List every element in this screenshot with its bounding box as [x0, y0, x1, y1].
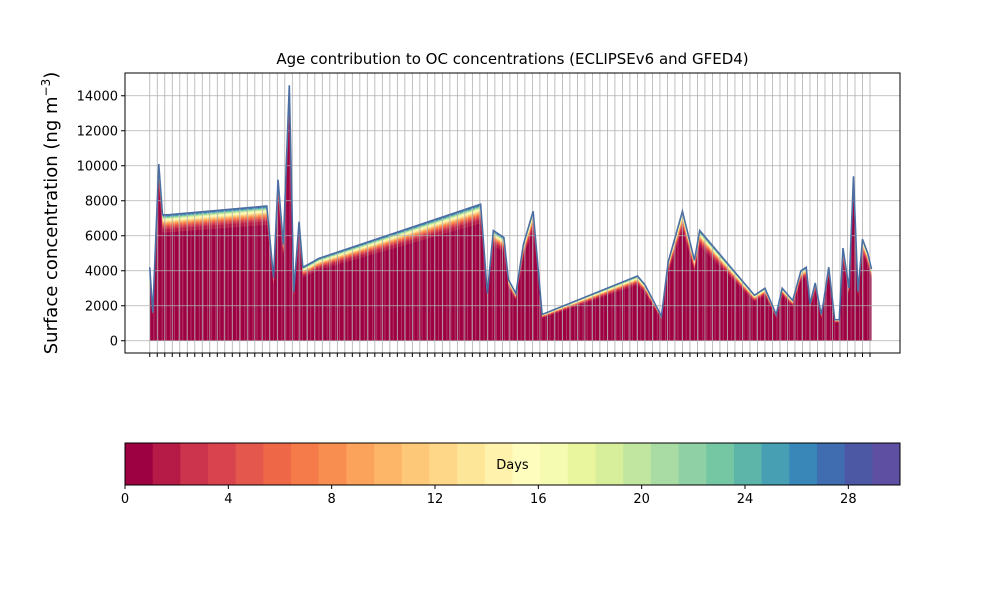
colorbar-swatch: [125, 443, 154, 485]
y-tick-label: 14000: [77, 89, 118, 104]
y-tick-label: 4000: [85, 264, 118, 279]
colorbar-swatch: [457, 443, 486, 485]
colorbar-tick-label: 16: [530, 492, 547, 507]
time-stripes: [149, 73, 869, 341]
colorbar-swatch: [595, 443, 624, 485]
y-tick-label: 0: [110, 334, 118, 349]
colorbar-tick-label: 28: [840, 492, 857, 507]
total-outline: [148, 85, 873, 321]
colorbar-tick-label: 0: [121, 492, 129, 507]
colorbar-tick-label: 12: [427, 492, 444, 507]
y-axis-ticks: 0 2000 4000 6000 8000 10000 12000 14000: [77, 89, 125, 349]
colorbar-swatch: [208, 443, 237, 485]
colorbar-tick-label: 24: [737, 492, 754, 507]
colorbar-swatch: [318, 443, 347, 485]
colorbar: 0 4 8 12 16 20 24 28: [121, 442, 901, 507]
colorbar-swatch: [374, 443, 403, 485]
colorbar-swatch: [512, 443, 541, 485]
colorbar-swatch: [346, 443, 375, 485]
age-layer-0: [149, 121, 872, 341]
y-axis-label-sup: −3: [39, 79, 53, 97]
colorbar-swatch: [152, 443, 181, 485]
y-tick-label: 12000: [77, 124, 118, 139]
colorbar-tick-label: 20: [633, 492, 650, 507]
colorbar-swatch: [180, 443, 209, 485]
y-tick-label: 6000: [85, 229, 118, 244]
colorbar-swatch: [761, 443, 790, 485]
colorbar-swatch: [235, 443, 264, 485]
area-layers: [149, 85, 872, 341]
colorbar-swatch: [623, 443, 652, 485]
total-line: [148, 85, 873, 321]
colorbar-swatch: [540, 443, 569, 485]
colorbar-swatch: [733, 443, 763, 485]
colorbar-swatch: [678, 443, 707, 485]
colorbar-swatch: [816, 443, 846, 485]
y-tick-label: 2000: [85, 299, 118, 314]
colorbar-swatch: [263, 443, 292, 485]
y-tick-label: 8000: [85, 194, 118, 209]
colorbar-swatch: [484, 443, 513, 485]
y-axis-label-close: ): [41, 72, 62, 79]
colorbar-swatch: [567, 443, 597, 485]
y-tick-label: 10000: [77, 159, 118, 174]
colorbar-swatch: [789, 443, 818, 485]
colorbar-tick-label: 8: [328, 492, 336, 507]
x-axis-ticks: [149, 353, 871, 357]
colorbar-swatch: [650, 443, 680, 485]
colorbar-swatch: [291, 443, 320, 485]
y-axis-label-main: Surface concentration (ng m: [41, 96, 62, 354]
colorbar-frame: [124, 442, 901, 486]
colorbar-swatch: [401, 443, 430, 485]
chart-title: Age contribution to OC concentrations (E…: [276, 50, 748, 68]
colorbar-tick-label: 4: [224, 492, 232, 507]
y-axis-label: Surface concentration (ng m−3): [39, 72, 62, 355]
plot-frame: [124, 72, 901, 354]
colorbar-swatch: [872, 443, 901, 485]
colorbar-swatch: [706, 443, 735, 485]
colorbar-swatch: [429, 443, 458, 485]
colorbar-swatch: [844, 443, 873, 485]
colorbar-label: Days: [496, 458, 529, 473]
